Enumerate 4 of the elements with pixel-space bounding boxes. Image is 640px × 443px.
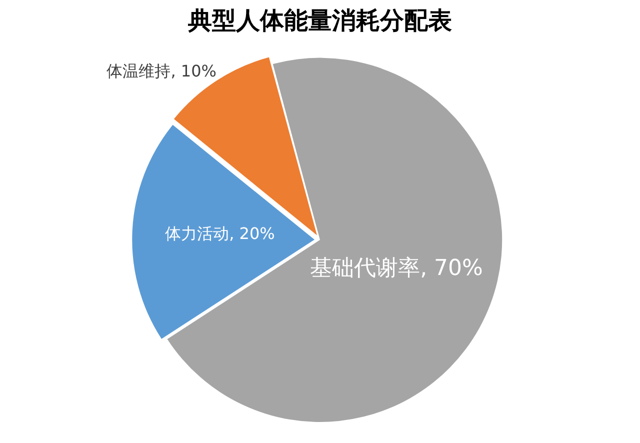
slice-label: 体力活动, 20%	[165, 224, 275, 243]
slice-label: 基础代谢率, 70%	[310, 256, 483, 281]
slice-label: 体温维持, 10%	[106, 62, 216, 81]
chart-title: 典型人体能量消耗分配表	[187, 6, 452, 35]
